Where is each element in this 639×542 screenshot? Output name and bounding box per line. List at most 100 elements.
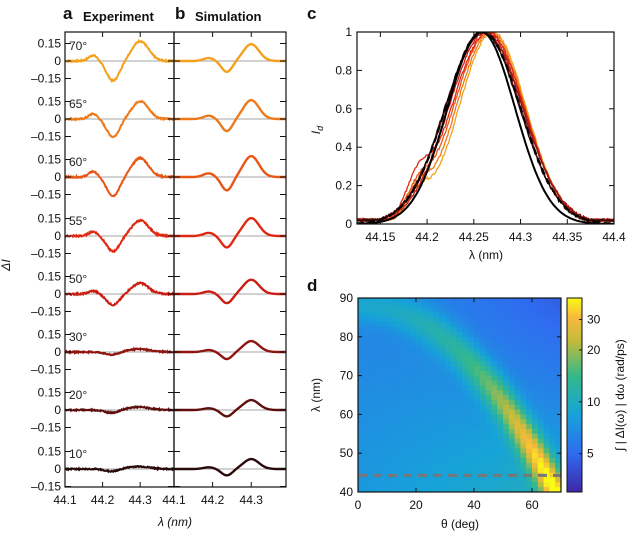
heatmap-cell <box>491 298 498 304</box>
heatmap-cell <box>520 477 527 483</box>
heatmap-cell <box>445 380 452 386</box>
experiment-trace-70° <box>65 38 174 83</box>
panel-letter-d: d <box>307 276 317 295</box>
heatmap-cell <box>468 438 475 445</box>
colorbar-tick-label: 5 <box>587 447 594 461</box>
heatmap-cell <box>555 424 561 430</box>
heatmap-cell <box>450 428 458 435</box>
panel-b-frame <box>173 31 287 488</box>
heatmap-cell <box>468 380 475 386</box>
heatmap-cell <box>491 365 498 372</box>
heatmap-cell <box>404 380 411 386</box>
heatmap-cell <box>514 438 521 445</box>
heatmap-cell <box>363 356 371 362</box>
heatmap-cell <box>392 409 400 415</box>
heatmap-cell <box>555 302 561 309</box>
heatmap-cell <box>392 307 400 314</box>
heatmap-cell <box>410 448 417 454</box>
heatmap-cell <box>497 351 504 357</box>
heatmap-cell <box>381 312 388 318</box>
heatmap-cell <box>433 414 440 420</box>
heatmap-cell <box>532 433 539 440</box>
heatmap-cell <box>387 331 394 338</box>
heatmap-cell <box>543 487 550 492</box>
heatmap-cell <box>433 375 440 382</box>
heatmap-cell <box>358 453 365 459</box>
experiment-trace-55° <box>65 218 174 253</box>
heatmap-cell <box>416 438 423 445</box>
heatmap-cell <box>450 458 458 464</box>
heatmap-cell <box>474 433 481 440</box>
heatmap-cell <box>410 356 417 362</box>
heatmap-cell <box>514 482 521 488</box>
heatmap-cell <box>485 443 492 449</box>
heatmap-cell <box>363 458 371 464</box>
heatmap-cell <box>555 356 561 362</box>
heatmap-cell <box>363 424 371 430</box>
heatmap-cell <box>363 361 371 367</box>
heatmap-cell <box>381 487 388 492</box>
heatmap-cell <box>543 298 550 304</box>
heatmap-cell <box>532 331 539 338</box>
heatmap-cell <box>410 361 417 367</box>
heatmap-cell <box>543 462 550 469</box>
heatmap-cell <box>514 419 521 425</box>
heatmap-cell <box>439 462 446 469</box>
heatmap-cell <box>421 433 429 440</box>
heatmap-cell <box>398 322 405 328</box>
heatmap-cell <box>439 482 446 488</box>
heatmap-cell <box>445 462 452 469</box>
heatmap-cell <box>485 341 492 348</box>
heatmap-cell <box>474 317 481 323</box>
heatmap-cell <box>369 409 376 415</box>
heatmap-cell <box>468 385 475 391</box>
heatmap-cell <box>514 467 521 474</box>
simulation-trace-55° <box>174 217 286 249</box>
heatmap-cell <box>358 433 365 440</box>
experiment-trace-65° <box>65 99 174 139</box>
heatmap-cell <box>387 346 394 352</box>
heatmap-cell <box>421 351 429 357</box>
heatmap-cell <box>410 336 417 343</box>
heatmap-cell <box>508 419 516 425</box>
panel-letter-a: a <box>63 4 73 23</box>
heatmap-cell <box>439 298 446 304</box>
heatmap-cell <box>398 414 405 420</box>
y-tick-label: 0.6 <box>335 102 352 116</box>
heatmap-cell <box>468 390 475 396</box>
heatmap-cell <box>508 365 516 372</box>
heatmap-cell <box>410 385 417 391</box>
heatmap-cell <box>445 453 452 459</box>
heatmap-cell <box>439 336 446 343</box>
heatmap-cell <box>363 327 371 333</box>
heatmap-cell <box>526 380 533 386</box>
heatmap-cell <box>497 341 504 348</box>
heatmap-cell <box>508 404 516 411</box>
heatmap-cell <box>404 395 411 401</box>
heatmap-cell <box>537 419 545 425</box>
heatmap-cell <box>491 462 498 469</box>
heatmap-cell <box>375 409 382 415</box>
heatmap-cell <box>491 302 498 309</box>
heatmap-cell <box>392 399 400 406</box>
heatmap-cell <box>398 331 405 338</box>
heatmap-cell <box>404 487 411 492</box>
experiment-angle-label: 30° <box>69 330 87 344</box>
heatmap-cell <box>421 424 429 430</box>
experiment-angle-label: 70° <box>69 39 87 53</box>
heatmap-cell <box>462 409 469 415</box>
heatmap-cell <box>358 477 365 483</box>
heatmap-cell <box>526 424 533 430</box>
heatmap-cell <box>416 487 423 492</box>
heatmap-cell <box>363 467 371 474</box>
heatmap-cell <box>508 380 516 386</box>
heatmap-cell <box>445 482 452 488</box>
c-y-axis-label-sub: d <box>315 125 325 131</box>
heatmap-cell <box>555 467 561 474</box>
heatmap-cell <box>462 424 469 430</box>
heatmap-cell <box>508 424 516 430</box>
heatmap-cell <box>369 414 376 420</box>
heatmap-cell <box>537 477 545 483</box>
simulation-trace-20° <box>174 398 286 418</box>
heatmap-cell <box>392 361 400 367</box>
